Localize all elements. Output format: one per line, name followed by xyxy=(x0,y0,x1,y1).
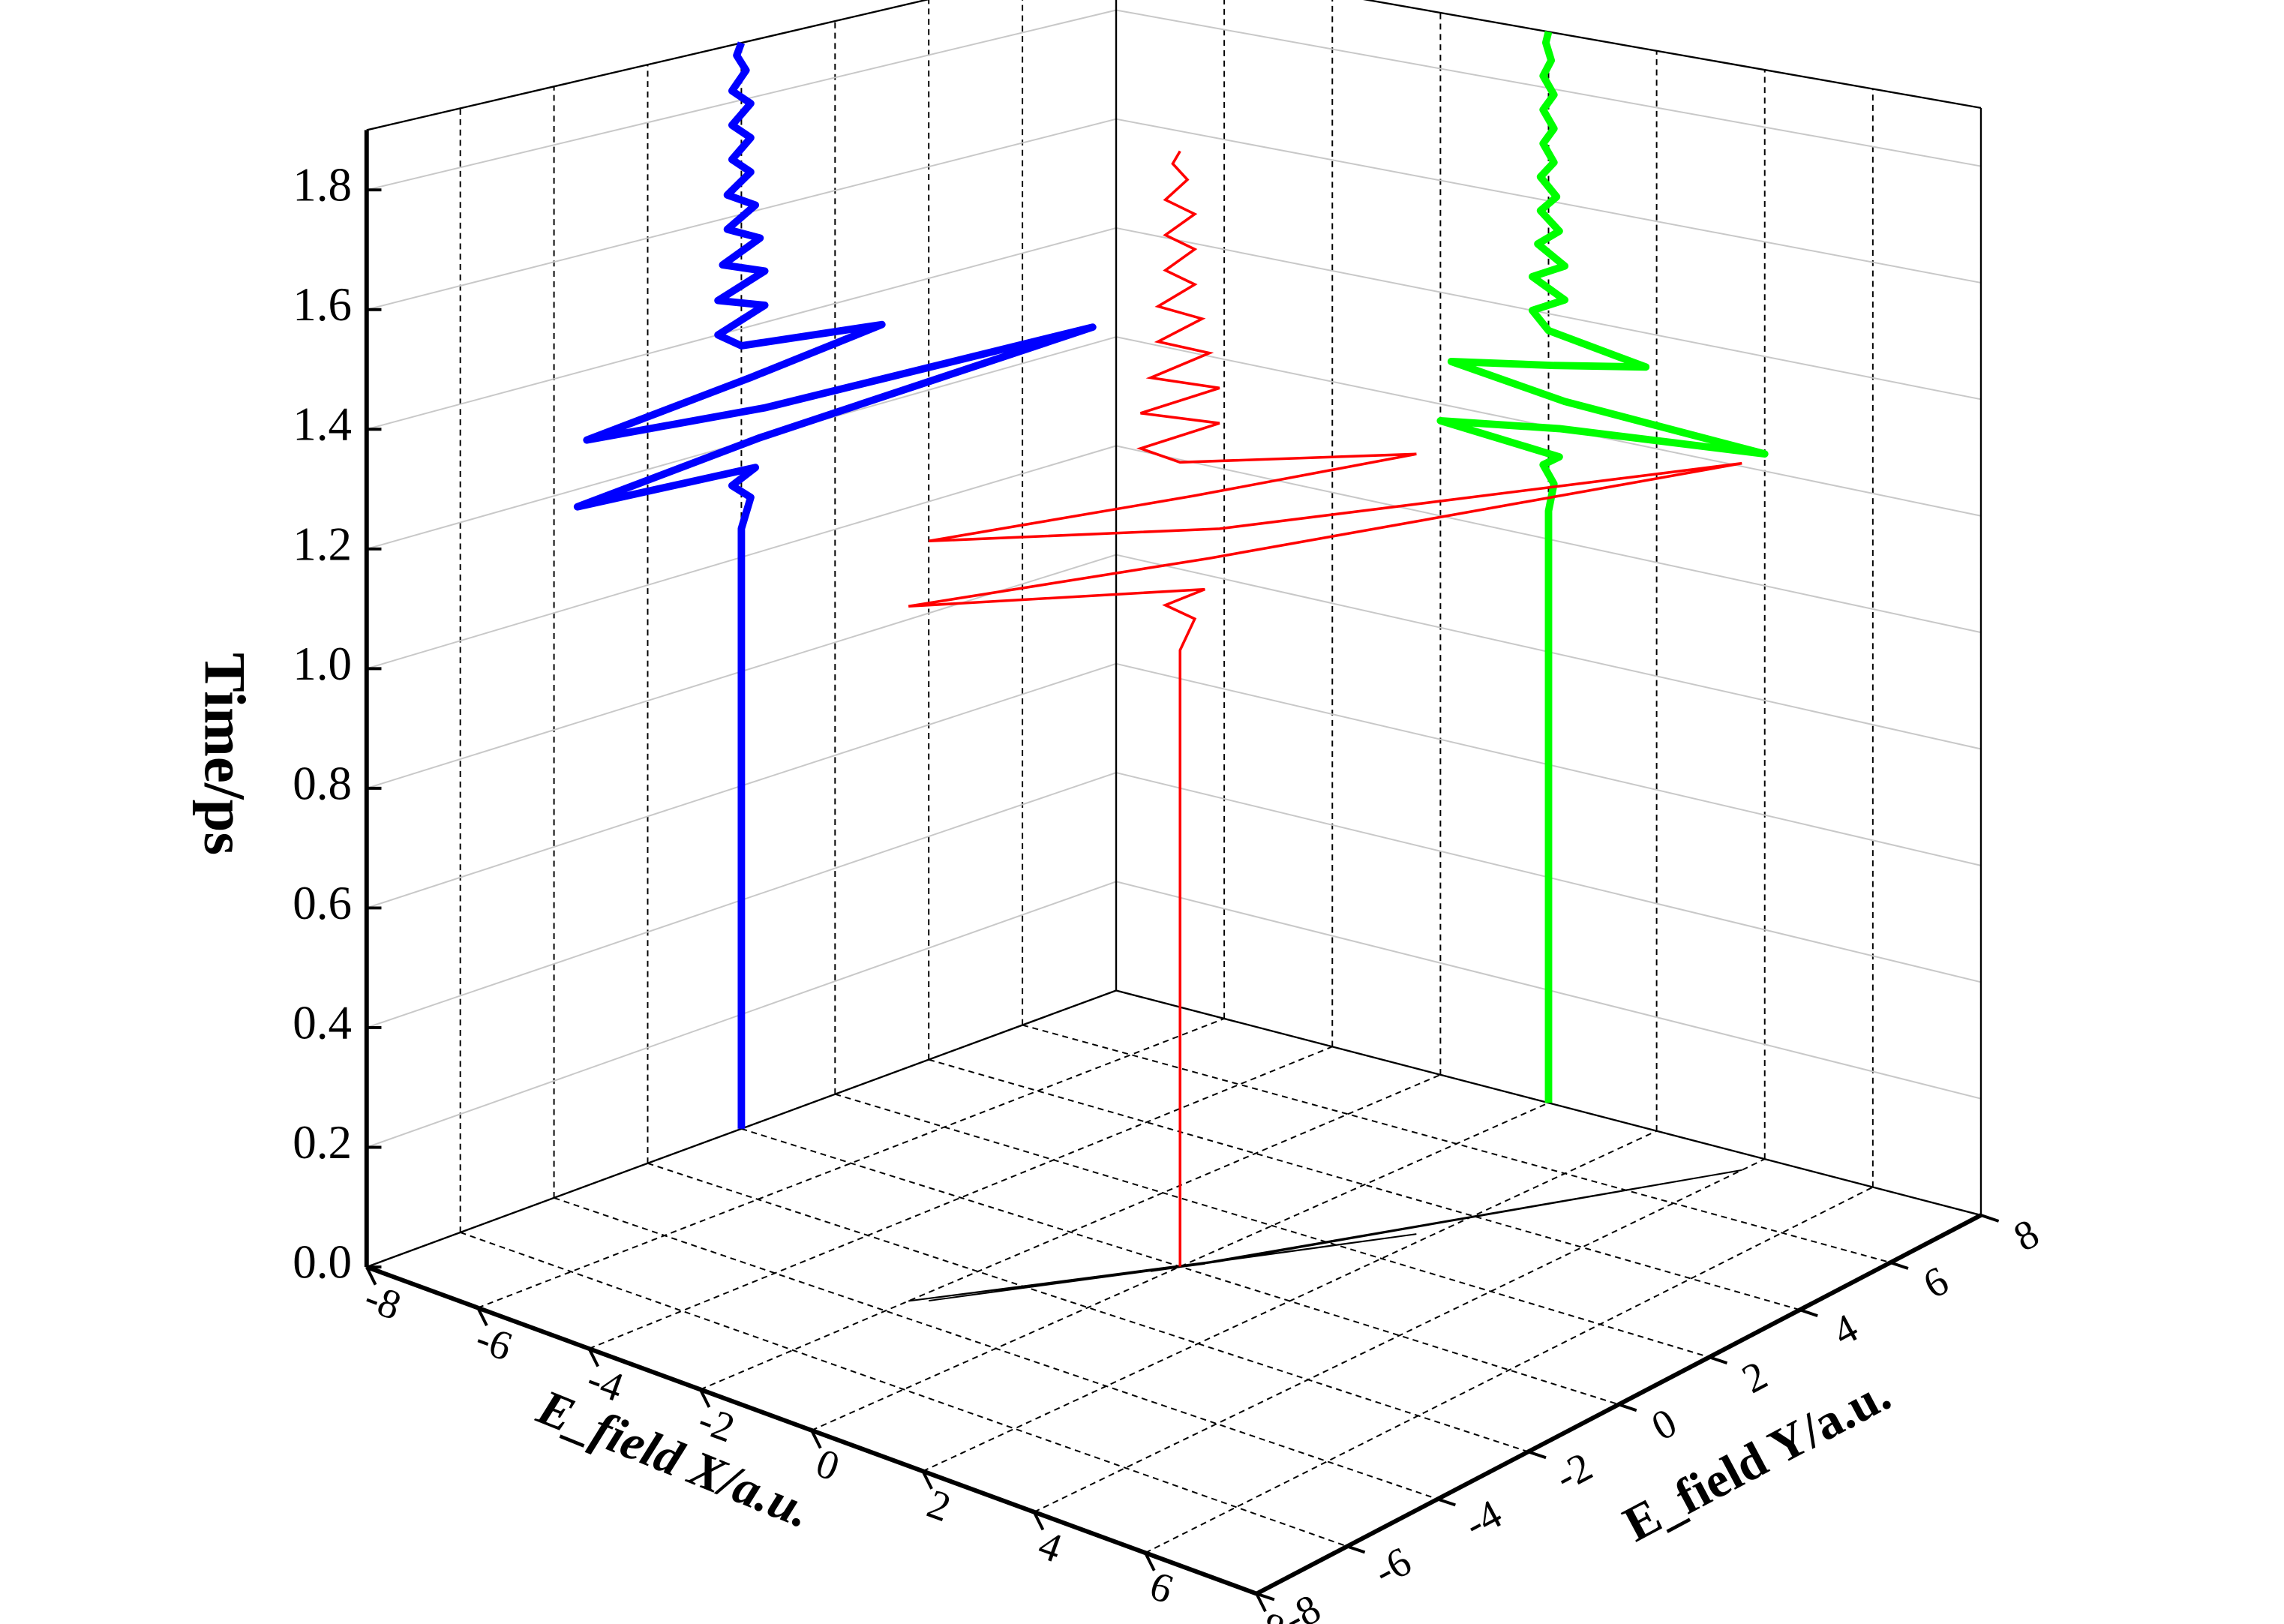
floor-grid-line xyxy=(1145,1186,1874,1554)
x-tick xyxy=(587,1348,599,1367)
z-tick-label: 1.0 xyxy=(293,638,352,690)
y-tick-label: 8 xyxy=(2006,1210,2046,1260)
y-tick-label: -2 xyxy=(1547,1443,1599,1499)
z-tick-label: 0.2 xyxy=(293,1116,352,1169)
wall-grid-line xyxy=(366,227,1117,431)
wall-grid-line xyxy=(1115,227,1982,401)
z-tick-label: 0.6 xyxy=(293,877,352,929)
floor-grid-line xyxy=(477,1018,1225,1309)
x-tick xyxy=(810,1429,822,1449)
y-tick-label: 6 xyxy=(1916,1257,1955,1307)
y-tick-label: -6 xyxy=(1367,1538,1418,1594)
z-tick-label: 0.4 xyxy=(293,996,352,1049)
x-tick-label: 6 xyxy=(1144,1562,1179,1613)
y-tick-label: 0 xyxy=(1644,1399,1684,1449)
y-tick xyxy=(1437,1497,1456,1507)
x-tick xyxy=(921,1470,933,1490)
x-tick-label: -8 xyxy=(359,1274,407,1328)
x-axis-title: E_field X/a.u. xyxy=(530,1379,819,1538)
z-tick-label: 0.0 xyxy=(293,1236,352,1289)
z-tick-label: 1.6 xyxy=(293,278,352,331)
y-tick xyxy=(1799,1308,1818,1317)
x-tick xyxy=(1032,1511,1045,1531)
y-tick-label: 4 xyxy=(1825,1304,1865,1355)
y-tick xyxy=(1527,1450,1547,1460)
x-tick xyxy=(1144,1552,1156,1571)
field-curve xyxy=(908,150,1742,1267)
floor-grid-line xyxy=(554,1196,1438,1500)
y-tick xyxy=(1980,1214,2000,1223)
z-tick-label: 1.8 xyxy=(293,159,352,212)
z-tick-label: 1.2 xyxy=(293,518,352,570)
x-tick-label: 2 xyxy=(922,1481,957,1531)
x-tick xyxy=(698,1388,711,1408)
x-tick xyxy=(476,1307,488,1327)
yz-projection xyxy=(573,41,1097,1129)
z-tick-label: 0.8 xyxy=(293,757,352,809)
floor-projection xyxy=(908,1169,1742,1302)
floor-grid-line xyxy=(1034,1158,1766,1513)
y-tick xyxy=(1346,1544,1366,1554)
y-tick xyxy=(1618,1403,1637,1412)
y-tick xyxy=(1889,1261,1909,1270)
y-tick xyxy=(1709,1355,1728,1365)
floor-grid-line xyxy=(1022,1024,1891,1264)
y-tick xyxy=(1256,1592,1275,1601)
x-tick xyxy=(365,1266,377,1286)
z-axis-title: Time/ps xyxy=(192,653,257,855)
x-axis xyxy=(365,1265,1258,1596)
floor-grid-line xyxy=(835,1093,1710,1358)
z-tick-label: 1.4 xyxy=(293,398,352,451)
x-tick-label: 0 xyxy=(810,1439,845,1490)
x-tick xyxy=(1255,1592,1267,1613)
floor-grid-line xyxy=(460,1232,1348,1547)
x-tick-label: 4 xyxy=(1033,1521,1068,1571)
xz-projection xyxy=(1436,31,1769,1103)
x-tick-label: -6 xyxy=(470,1315,518,1370)
y-tick-label: 2 xyxy=(1735,1352,1775,1402)
y-tick-label: -4 xyxy=(1457,1490,1508,1547)
